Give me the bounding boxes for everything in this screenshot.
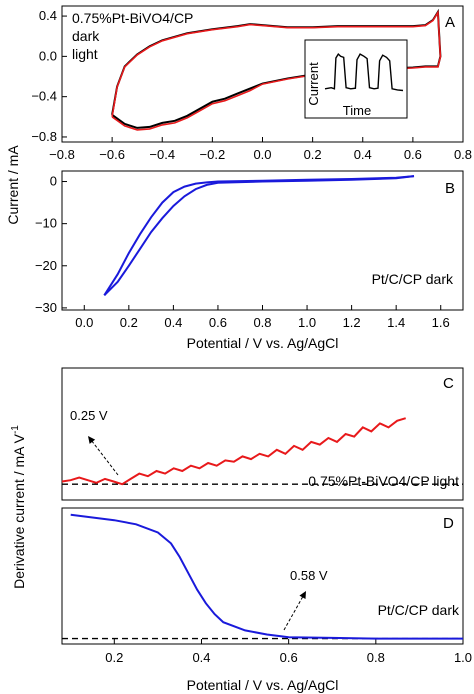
series-backward-scan [103, 175, 415, 297]
x-tick-label: 0.6 [280, 650, 298, 665]
annotation-arrow-line [283, 590, 307, 631]
series-forward-scan [103, 175, 415, 296]
x-tick-label: 0.4 [164, 315, 182, 330]
x-tick-label: −0.6 [99, 147, 125, 162]
inset-xlabel: Time [343, 103, 371, 118]
legend-entry: Pt/C/CP dark [372, 271, 454, 287]
series-light-line [111, 9, 442, 131]
x-tick-label: 0.4 [354, 147, 372, 162]
legend-entry-light: light [72, 46, 98, 62]
panel-letter-c: C [443, 375, 454, 392]
x-tick-label: 0.6 [404, 147, 422, 162]
x-tick-label: 0.6 [209, 315, 227, 330]
x-tick-label: 0.8 [253, 315, 271, 330]
x-tick-label: −0.4 [149, 147, 175, 162]
annotation-label: 0.25 V [70, 408, 108, 423]
plot-frame [61, 170, 464, 311]
x-tick-label: 0.2 [304, 147, 322, 162]
panel-a: −0.8 −0.6 −0.4 −0.2 0.0 0.2 0.4 0.6 0.8 0.4 0.0 −0.… [31, 5, 472, 162]
series-derivative-line [61, 417, 406, 486]
x-tick-label: 1.0 [454, 650, 472, 665]
x-tick-label: −0.2 [200, 147, 226, 162]
x-tick-label: −0.8 [49, 147, 75, 162]
inset-ylabel: Current [306, 62, 321, 106]
y-tick-label: −10 [35, 216, 57, 231]
x-tick-label: 0.0 [75, 315, 93, 330]
legend-entry: Pt/C/CP dark [378, 602, 460, 618]
x-tick-label: 0.8 [454, 147, 472, 162]
panel-letter-d: D [443, 515, 454, 532]
shared-ylabel-bottom: Derivative current / mA V-1 [10, 425, 27, 589]
panel-letter-a: A [445, 14, 455, 31]
shared-ylabel-top: Current / mA [5, 145, 21, 225]
x-tick-label: 1.0 [298, 315, 316, 330]
x-tick-label: 0.2 [105, 650, 123, 665]
x-tick-label: 1.6 [432, 315, 450, 330]
series-derivative-line [70, 513, 463, 640]
annotation-arrow-head [299, 591, 306, 599]
x-tick-label: 0.4 [192, 650, 210, 665]
panel-c: 0.25 V 0.75%Pt-BiVO4/CP light C [61, 367, 464, 501]
y-tick-label: 0 [50, 174, 57, 189]
annotation-label: 0.58 V [290, 568, 328, 583]
legend-entry: 0.75%Pt-BiVO4/CP light [308, 473, 459, 489]
x-axis-title: Potential / V vs. Ag/AgCl [187, 335, 339, 351]
legend-entry-dark: dark [72, 28, 100, 44]
y-tick-label: −0.8 [31, 129, 57, 144]
x-tick-label: 1.2 [343, 315, 361, 330]
legend-title: 0.75%Pt-BiVO4/CP [72, 10, 193, 26]
annotation-arrow-line [87, 435, 119, 476]
y-tick-label: −20 [35, 258, 57, 273]
y-tick-label: 0.4 [39, 8, 57, 23]
panel-d: 0.2 0.4 0.6 0.8 1.0 0.58 V Pt/C/CP dark D Potent… [61, 507, 472, 693]
panel-letter-b: B [445, 180, 455, 197]
x-axis-title: Potential / V vs. Ag/AgCl [187, 677, 339, 693]
panel-b: 0.0 0.2 0.4 0.6 0.8 1.0 1.2 1.4 1.6 0 −10 −20 −30 Pt/… [35, 170, 464, 351]
x-tick-label: 0.8 [367, 650, 385, 665]
y-tick-label: −0.4 [31, 89, 57, 104]
plot-frame [61, 507, 464, 645]
x-tick-label: 0.2 [120, 315, 138, 330]
inset-trace [324, 52, 404, 92]
y-tick-label: −30 [35, 300, 57, 315]
plot-frame [61, 367, 464, 501]
y-tick-label: 0.0 [39, 48, 57, 63]
x-tick-label: 0.0 [253, 147, 271, 162]
x-tick-label: 1.4 [387, 315, 405, 330]
annotation-arrow-head [88, 436, 96, 444]
